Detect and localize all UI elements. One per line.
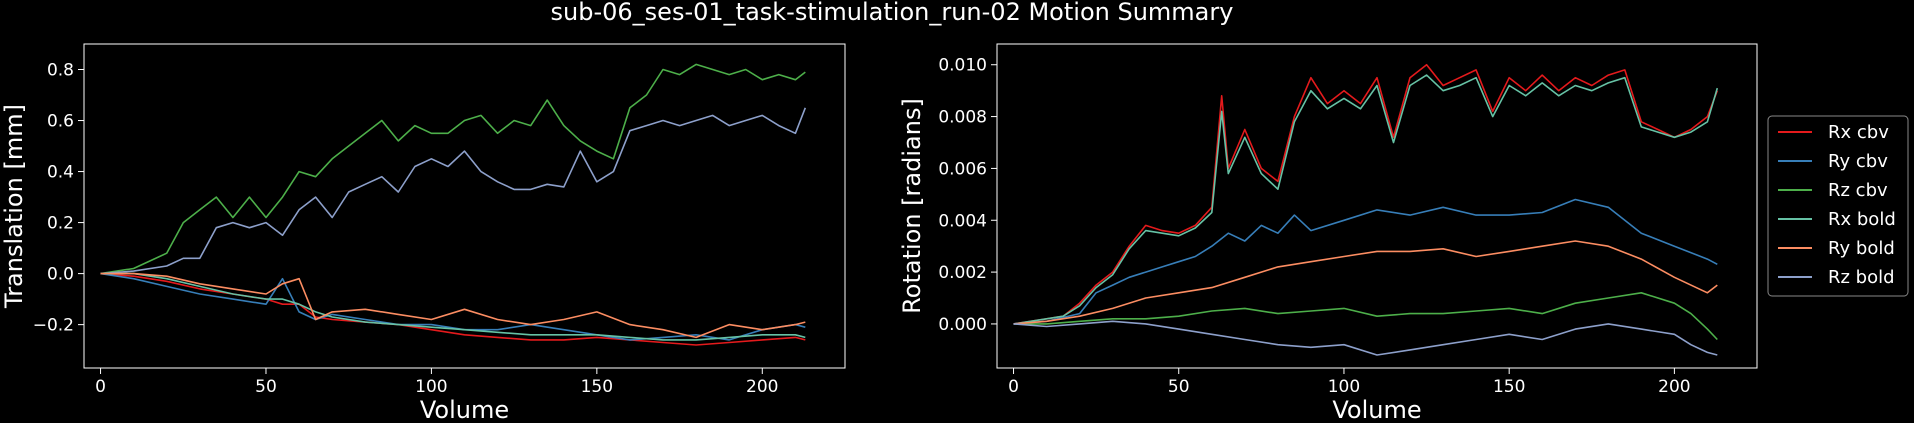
series-line-rz-cbv [100, 63, 806, 275]
plot-frame [83, 43, 846, 369]
legend-entry-rx-cbv: Rx cbv [1828, 122, 1889, 143]
legend-entry-ry-bold: Ry bold [1828, 238, 1895, 259]
series-line-ry-cbv [100, 272, 806, 341]
x-tick-label: 150 [581, 377, 613, 397]
x-tick-label: 50 [1168, 377, 1190, 397]
rotation-panel: 0 50 100 150 200 0.000 0.002 0.004 0.006 0.008 0.0… [898, 43, 1758, 423]
legend-entry-ry-cbv: Ry cbv [1828, 151, 1888, 172]
series-line-rx-cbv [1013, 63, 1719, 325]
x-tick-label: 150 [1493, 377, 1525, 397]
x-tick-label: 100 [415, 377, 447, 397]
y-tick-label: 0.006 [938, 159, 987, 179]
series-line-ry-cbv [1013, 198, 1718, 325]
x-tick-label: 50 [255, 377, 277, 397]
y-tick-label: 0.8 [47, 61, 74, 81]
x-tick-label: 200 [1658, 377, 1690, 397]
legend-entry-rz-bold: Rz bold [1828, 267, 1895, 288]
y-tick-label: 0.004 [938, 211, 987, 231]
translation-panel: 0 50 100 150 200 −0.2 0.0 0.2 0.4 0.6 0.8 Volume Tra… [0, 43, 846, 423]
y-tick-label: 0.2 [47, 214, 74, 234]
plot-frame [996, 43, 1758, 369]
series-line-rz-bold [1013, 320, 1718, 356]
figure-title: sub-06_ses-01_task-stimulation_run-02 Mo… [551, 0, 1234, 26]
x-axis-label: Volume [1332, 396, 1421, 423]
series-line-ry-bold [1013, 240, 1718, 325]
x-tick-label: 0 [95, 377, 106, 397]
y-axis-label: Translation [mm] [0, 104, 28, 309]
x-axis-label: Volume [420, 396, 509, 423]
x-tick-label: 0 [1008, 377, 1019, 397]
series-line-rx-bold [1013, 74, 1719, 325]
y-tick-label: 0.002 [938, 263, 987, 283]
x-tick-label: 100 [1328, 377, 1360, 397]
series-line-ry-bold [100, 272, 806, 339]
y-tick-label: −0.2 [33, 316, 74, 336]
series-line-rx-bold [100, 272, 806, 341]
x-tick-label: 200 [746, 377, 778, 397]
series-line-rz-cbv [1013, 292, 1718, 341]
y-tick-label: 0.0 [47, 265, 74, 285]
legend: Rx cbv Ry cbv Rz cbv Rx bold Ry bold Rz bold [1767, 115, 1909, 297]
y-tick-label: 0.010 [938, 56, 987, 76]
series-line-rz-bold [100, 107, 807, 275]
y-tick-label: 0.000 [938, 315, 987, 335]
y-axis-label: Rotation [radians] [898, 98, 926, 314]
legend-entry-rz-cbv: Rz cbv [1828, 180, 1888, 201]
y-tick-label: 0.4 [47, 163, 74, 183]
y-tick-label: 0.6 [47, 112, 74, 132]
legend-entry-rx-bold: Rx bold [1828, 209, 1896, 230]
y-tick-label: 0.008 [938, 108, 987, 128]
